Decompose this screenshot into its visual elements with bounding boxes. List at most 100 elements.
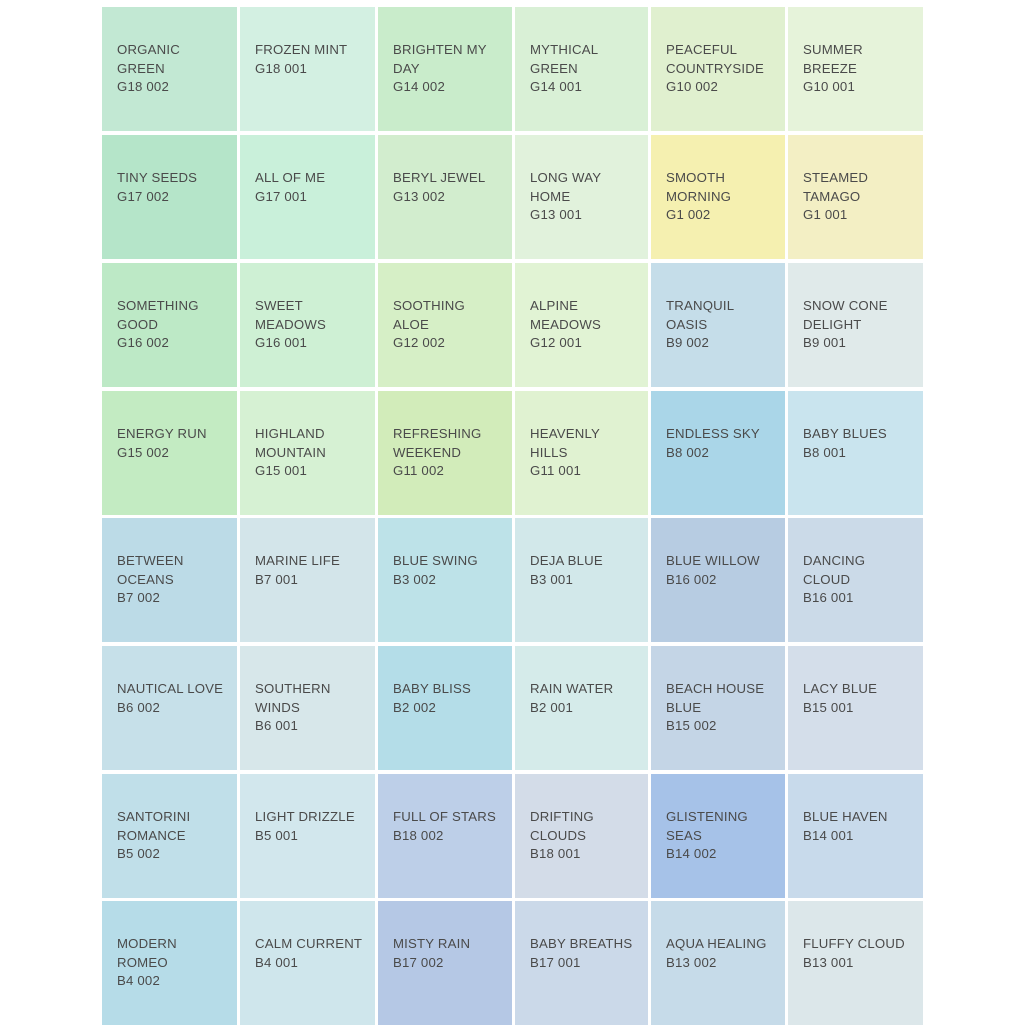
swatch-row: ORGANIC GREEN G18 002 FROZEN MINT G18 001 BR… <box>102 7 923 131</box>
swatch-name: SUMMER BREEZE <box>803 42 863 76</box>
color-swatch[interactable]: LONG WAY HOME G13 001 <box>515 135 648 259</box>
color-swatch[interactable]: MYTHICAL GREEN G14 001 <box>515 7 648 131</box>
swatch-code: G13 002 <box>393 188 445 204</box>
swatch-name: STEAMED TAMAGO <box>803 170 869 204</box>
color-swatch[interactable]: SOMETHING GOOD G16 002 <box>102 263 237 387</box>
color-swatch[interactable]: FULL OF STARS B18 002 <box>378 774 512 898</box>
swatch-code: B15 002 <box>666 718 717 733</box>
color-swatch[interactable]: BEACH HOUSE BLUE B15 002 <box>651 646 785 770</box>
color-swatch[interactable]: TRANQUIL OASIS B9 002 <box>651 263 785 387</box>
color-swatch[interactable]: BRIGHTEN MY DAY G14 002 <box>378 7 512 131</box>
color-swatch[interactable]: MISTY RAIN B17 002 <box>378 901 512 1025</box>
color-swatch[interactable]: BLUE SWING B3 002 <box>378 518 512 642</box>
color-swatch[interactable]: HEAVENLY HILLS G11 001 <box>515 391 648 515</box>
color-swatch[interactable]: LACY BLUE B15 001 <box>788 646 923 770</box>
color-swatch[interactable]: DANCING CLOUD B16 001 <box>788 518 923 642</box>
color-swatch[interactable]: MARINE LIFE B7 001 <box>240 518 375 642</box>
swatch-code: B8 001 <box>803 444 846 460</box>
swatch-code: B5 002 <box>117 846 160 861</box>
swatch-name: CALM CURRENT <box>255 936 363 951</box>
color-swatch[interactable]: BETWEEN OCEANS B7 002 <box>102 518 237 642</box>
swatch-name: LONG WAY HOME <box>530 170 601 204</box>
swatch-code: B2 002 <box>393 699 436 715</box>
swatch-code: G1 002 <box>666 207 711 222</box>
color-swatch[interactable]: BABY BREATHS B17 001 <box>515 901 648 1025</box>
color-swatch[interactable]: GLISTENING SEAS B14 002 <box>651 774 785 898</box>
swatch-name: FULL OF STARS <box>393 809 496 824</box>
color-swatch[interactable]: ALL OF ME G17 001 <box>240 135 375 259</box>
swatch-code: G16 001 <box>255 335 307 350</box>
color-swatch[interactable]: ORGANIC GREEN G18 002 <box>102 7 237 131</box>
color-swatch[interactable]: BABY BLISS B2 002 <box>378 646 512 770</box>
swatch-code: G17 001 <box>255 188 307 204</box>
color-swatch[interactable]: SMOOTH MORNING G1 002 <box>651 135 785 259</box>
swatch-name: BLUE HAVEN <box>803 809 888 824</box>
color-swatch[interactable]: FROZEN MINT G18 001 <box>240 7 375 131</box>
swatch-name: BEACH HOUSE BLUE <box>666 681 765 715</box>
swatch-name: BETWEEN OCEANS <box>117 553 184 587</box>
swatch-code: B6 002 <box>117 699 160 715</box>
color-swatch[interactable]: BLUE WILLOW B16 002 <box>651 518 785 642</box>
swatch-name: SNOW CONE DELIGHT <box>803 298 888 332</box>
swatch-code: B14 001 <box>803 827 854 843</box>
color-swatch[interactable]: SOOTHING ALOE G12 002 <box>378 263 512 387</box>
swatch-name: NAUTICAL LOVE <box>117 681 224 696</box>
color-swatch[interactable]: BERYL JEWEL G13 002 <box>378 135 512 259</box>
swatch-name: GLISTENING SEAS <box>666 809 748 843</box>
swatch-row: ENERGY RUN G15 002 HIGHLAND MOUNTAIN G15 00… <box>102 391 923 515</box>
color-swatch[interactable]: RAIN WATER B2 001 <box>515 646 648 770</box>
swatch-name: SOMETHING GOOD <box>117 298 199 332</box>
color-swatch[interactable]: BABY BLUES B8 001 <box>788 391 923 515</box>
color-swatch[interactable]: HIGHLAND MOUNTAIN G15 001 <box>240 391 375 515</box>
color-swatch[interactable]: MODERN ROMEO B4 002 <box>102 901 237 1025</box>
color-swatch[interactable]: SUMMER BREEZE G10 001 <box>788 7 923 131</box>
swatch-name: FROZEN MINT <box>255 42 348 57</box>
color-swatch[interactable]: ENDLESS SKY B8 002 <box>651 391 785 515</box>
color-swatch[interactable]: DEJA BLUE B3 001 <box>515 518 648 642</box>
swatch-name: MISTY RAIN <box>393 936 471 951</box>
color-swatch[interactable]: NAUTICAL LOVE B6 002 <box>102 646 237 770</box>
color-swatch[interactable]: ENERGY RUN G15 002 <box>102 391 237 515</box>
color-swatch[interactable]: SNOW CONE DELIGHT B9 001 <box>788 263 923 387</box>
swatch-code: B15 001 <box>803 699 854 715</box>
swatch-code: G10 002 <box>666 79 718 94</box>
swatch-code: G12 002 <box>393 335 445 350</box>
swatch-name: SOOTHING ALOE <box>393 298 465 332</box>
color-swatch[interactable]: PEACEFUL COUNTRYSIDE G10 002 <box>651 7 785 131</box>
color-swatch-grid: ORGANIC GREEN G18 002 FROZEN MINT G18 001 BR… <box>102 7 923 1025</box>
color-swatch[interactable]: FLUFFY CLOUD B13 001 <box>788 901 923 1025</box>
swatch-code: B16 002 <box>666 571 717 587</box>
color-swatch[interactable]: TINY SEEDS G17 002 <box>102 135 237 259</box>
swatch-code: B2 001 <box>530 699 573 715</box>
color-swatch[interactable]: REFRESHING WEEKEND G11 002 <box>378 391 512 515</box>
swatch-name: SWEET MEADOWS <box>255 298 327 332</box>
swatch-name: LIGHT DRIZZLE <box>255 809 355 824</box>
swatch-code: G15 001 <box>255 463 307 478</box>
color-swatch[interactable]: SANTORINI ROMANCE B5 002 <box>102 774 237 898</box>
color-swatch[interactable]: SWEET MEADOWS G16 001 <box>240 263 375 387</box>
swatch-name: MYTHICAL GREEN <box>530 42 598 76</box>
swatch-name: LACY BLUE <box>803 681 878 696</box>
swatch-name: HIGHLAND MOUNTAIN <box>255 426 326 460</box>
swatch-code: B4 002 <box>117 973 160 988</box>
swatch-code: B17 002 <box>393 954 444 970</box>
color-swatch[interactable]: LIGHT DRIZZLE B5 001 <box>240 774 375 898</box>
color-swatch[interactable]: SOUTHERN WINDS B6 001 <box>240 646 375 770</box>
swatch-name: MODERN ROMEO <box>117 936 177 970</box>
swatch-name: BLUE WILLOW <box>666 553 760 568</box>
color-swatch[interactable]: STEAMED TAMAGO G1 001 <box>788 135 923 259</box>
swatch-name: BLUE SWING <box>393 553 478 568</box>
swatch-name: TINY SEEDS <box>117 170 198 185</box>
swatch-code: B18 002 <box>393 827 444 843</box>
swatch-code: G18 001 <box>255 60 307 76</box>
color-swatch[interactable]: BLUE HAVEN B14 001 <box>788 774 923 898</box>
swatch-name: FLUFFY CLOUD <box>803 936 905 951</box>
color-swatch[interactable]: CALM CURRENT B4 001 <box>240 901 375 1025</box>
color-swatch[interactable]: AQUA HEALING B13 002 <box>651 901 785 1025</box>
swatch-row: NAUTICAL LOVE B6 002 SOUTHERN WINDS B6 001 B… <box>102 646 923 770</box>
color-swatch[interactable]: DRIFTING CLOUDS B18 001 <box>515 774 648 898</box>
swatch-name: BRIGHTEN MY DAY <box>393 42 487 76</box>
swatch-code: B13 001 <box>803 954 854 970</box>
swatch-name: ENERGY RUN <box>117 426 207 441</box>
color-swatch[interactable]: ALPINE MEADOWS G12 001 <box>515 263 648 387</box>
